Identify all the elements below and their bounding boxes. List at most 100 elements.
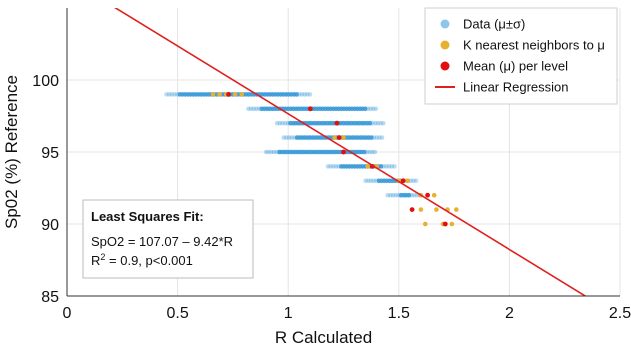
data-point: [393, 192, 399, 198]
data-point: [369, 135, 374, 140]
data-point: [409, 192, 414, 198]
data-point: [307, 92, 313, 97]
annotation-title: Least Squares Fit:: [91, 209, 204, 224]
data-point: [411, 178, 416, 184]
legend-circle-marker: [440, 40, 450, 50]
data-point: [381, 164, 387, 169]
data-point: [371, 178, 376, 184]
data-point: [289, 135, 295, 140]
x-tick-label: 2: [505, 305, 514, 322]
legend-label: Linear Regression: [463, 80, 569, 95]
mean-point: [400, 178, 406, 184]
data-point: [373, 120, 378, 126]
fit-annotation: Least Squares Fit: SpO2 = 107.07 – 9.42*R…: [82, 199, 254, 279]
legend-label: Mean (μ) per level: [463, 59, 568, 74]
data-point: [392, 164, 397, 169]
data-point: [266, 149, 272, 155]
knn-point: [232, 92, 238, 97]
data-point: [406, 192, 412, 198]
data-point: [371, 135, 377, 140]
legend-circle-marker: [440, 61, 450, 71]
mean-point: [425, 192, 430, 198]
data-point: [367, 120, 373, 126]
knn-point: [217, 92, 222, 97]
legend-label: K nearest neighbors to μ: [463, 38, 605, 53]
data-point: [367, 149, 372, 155]
y-axis-title: Sp02 (%) Reference: [2, 75, 21, 229]
data-point: [370, 106, 376, 112]
data-point: [378, 120, 384, 126]
data-point: [284, 135, 289, 140]
data-point: [370, 120, 376, 126]
data-point: [378, 164, 384, 169]
data-point: [294, 92, 299, 97]
y-tick-label: 85: [41, 289, 59, 306]
data-point: [370, 149, 375, 155]
x-tick-label: 1.5: [388, 305, 410, 322]
data-point: [364, 149, 370, 155]
knn-point: [431, 192, 437, 198]
mean-point: [409, 207, 415, 213]
data-point: [166, 92, 172, 97]
data-point: [281, 135, 287, 140]
mean-point: [334, 120, 340, 126]
data-point: [372, 149, 378, 155]
data-point: [164, 92, 169, 97]
data-point: [412, 192, 417, 198]
legend: Data (μ±σ) K nearest neighbors to μ Mean (…: [424, 7, 618, 105]
knn-point: [454, 207, 459, 212]
data-point: [271, 149, 277, 155]
data-point: [302, 92, 307, 97]
data-point: [373, 106, 379, 112]
mean-point: [307, 106, 313, 112]
knn-point: [365, 164, 371, 169]
x-tick-label: 1: [284, 305, 293, 322]
data-point: [172, 92, 177, 97]
data-point: [368, 178, 374, 184]
annotation-box: [82, 199, 254, 279]
knn-point: [210, 92, 216, 97]
data-point: [375, 120, 381, 126]
data-point: [413, 178, 419, 184]
data-point: [384, 164, 389, 169]
data-point: [169, 92, 175, 97]
x-axis-title: R Calculated: [275, 328, 372, 347]
data-point: [362, 106, 368, 112]
x-tick-label: 0: [63, 305, 72, 322]
knn-point: [418, 207, 424, 212]
knn-point: [341, 135, 346, 140]
r-symbol: R: [91, 253, 100, 268]
knn-point: [423, 221, 428, 227]
data-point: [365, 106, 371, 112]
x-tick-label: 0.5: [166, 305, 188, 322]
data-point: [390, 192, 396, 198]
mean-point: [226, 92, 231, 97]
data-point: [304, 92, 310, 97]
data-point: [366, 178, 371, 184]
data-point: [386, 164, 392, 169]
annotation-equation: SpO2 = 107.07 – 9.42*R: [91, 234, 233, 249]
legend-label: Data (μ±σ): [463, 17, 525, 32]
data-point: [374, 135, 380, 140]
r-squared-superscript: 2: [100, 252, 105, 262]
x-tick-label: 2.5: [609, 305, 631, 322]
y-tick-label: 90: [41, 217, 59, 234]
data-point: [363, 178, 368, 184]
data-point: [280, 120, 285, 126]
knn-point: [332, 135, 338, 140]
knn-point: [239, 92, 244, 97]
data-point: [248, 106, 254, 112]
y-tick-label: 95: [41, 145, 59, 162]
knn-point: [405, 178, 410, 184]
annotation-stats: R2 = 0.9, p<0.001: [91, 252, 193, 268]
data-point: [286, 135, 292, 140]
knn-point: [434, 207, 439, 212]
data-point: [388, 192, 393, 198]
data-point: [333, 164, 339, 169]
mean-point: [442, 221, 448, 227]
data-point: [269, 149, 274, 155]
data-point: [362, 149, 367, 155]
data-point: [253, 106, 259, 112]
data-point: [325, 164, 331, 169]
